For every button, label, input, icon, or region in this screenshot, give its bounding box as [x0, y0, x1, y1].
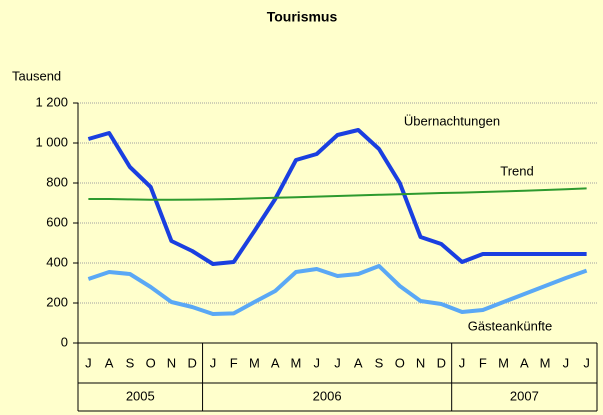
- x-tick-label: F: [230, 355, 238, 370]
- x-tick-label: M: [249, 355, 260, 370]
- y-tick-label: 200: [46, 294, 68, 309]
- series-label: Gästeankünfte: [468, 318, 553, 333]
- x-tick-label: N: [416, 355, 425, 370]
- series-line: [88, 187, 587, 201]
- series-line: [87, 264, 588, 316]
- x-tick-label: S: [126, 355, 135, 370]
- year-label: 2005: [126, 388, 155, 403]
- x-tick-label: J: [459, 355, 466, 370]
- x-tick-label: A: [271, 355, 280, 370]
- x-tick-label: S: [375, 355, 384, 370]
- y-tick-label: 400: [46, 254, 68, 269]
- year-label: 2007: [510, 388, 539, 403]
- x-tick-label: J: [334, 355, 341, 370]
- y-axis-label: Tausend: [12, 68, 61, 83]
- x-tick-label: J: [583, 355, 590, 370]
- y-tick-label: 600: [46, 214, 68, 229]
- x-tick-label: D: [437, 355, 446, 370]
- x-tick-label: A: [105, 355, 114, 370]
- x-tick-label: J: [563, 355, 570, 370]
- y-tick-label: 0: [61, 334, 68, 349]
- x-tick-label: O: [395, 355, 405, 370]
- x-tick-label: N: [167, 355, 176, 370]
- x-tick-label: M: [291, 355, 302, 370]
- x-tick-label: O: [146, 355, 156, 370]
- series-line: [87, 128, 587, 266]
- year-label: 2006: [313, 388, 342, 403]
- x-tick-label: J: [313, 355, 320, 370]
- x-tick-label: J: [210, 355, 217, 370]
- series-label: Übernachtungen: [404, 113, 500, 128]
- x-tick-label: A: [520, 355, 529, 370]
- y-tick-label: 1 000: [35, 134, 68, 149]
- y-tick-label: 800: [46, 174, 68, 189]
- x-tick-label: D: [187, 355, 196, 370]
- x-tick-label: M: [540, 355, 551, 370]
- x-tick-label: F: [479, 355, 487, 370]
- chart-title: Tourismus: [267, 9, 338, 25]
- x-tick-label: J: [85, 355, 92, 370]
- x-tick-label: M: [498, 355, 509, 370]
- series-label: Trend: [500, 163, 533, 178]
- y-tick-label: 1 200: [35, 94, 68, 109]
- x-tick-label: A: [354, 355, 363, 370]
